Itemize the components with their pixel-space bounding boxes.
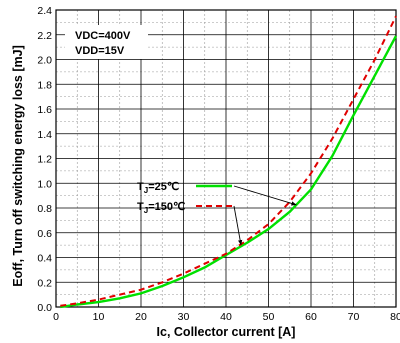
legend: TJ=25℃ TJ=150℃ — [137, 181, 297, 246]
y-tick-labels: 0.0 0.2 0.4 0.6 0.8 1.0 1.2 1.4 1.6 1.8 2.0 2.2 2.4 — [37, 5, 52, 314]
x-tick-label: 20 — [135, 311, 147, 323]
x-tick-label: 0 — [53, 311, 59, 323]
series-layer — [60, 15, 398, 309]
x-tick-label: 10 — [93, 311, 105, 323]
x-tick-label: 40 — [220, 311, 232, 323]
condition-vdd: VDD=15V — [75, 45, 125, 57]
x-tick-label: 50 — [263, 311, 275, 323]
y-tick-label: 0.6 — [37, 228, 52, 240]
y-tick-label: 0.4 — [37, 253, 52, 265]
legend-label-0: TJ=25℃ — [137, 181, 179, 195]
y-axis-title: Eoff, Turn off switching energy loss [mJ… — [11, 45, 25, 286]
y-tick-label: 1.6 — [37, 104, 52, 116]
y-tick-label: 0.8 — [37, 203, 52, 215]
x-tick-label: 60 — [305, 311, 317, 323]
legend-label-1: TJ=150℃ — [137, 201, 185, 215]
x-axis-title: Ic, Collector current [A] — [157, 325, 296, 339]
y-tick-label: 1.0 — [37, 178, 52, 190]
y-tick-label: 1.4 — [37, 129, 52, 141]
y-tick-label: 2.0 — [37, 55, 52, 67]
legend-leader-1 — [233, 205, 243, 246]
plot-frame — [55, 9, 397, 308]
y-tick-label: 0.0 — [37, 302, 52, 314]
conditions-box — [65, 25, 148, 59]
y-tick-label: 0.2 — [37, 277, 52, 289]
condition-vdc: VDC=400V — [75, 30, 131, 42]
series-line-0 — [60, 35, 398, 309]
x-tick-label: 80 — [390, 311, 400, 323]
y-tick-label: 2.4 — [37, 5, 52, 17]
y-tick-label: 2.2 — [37, 30, 52, 42]
y-tick-label: 1.2 — [37, 154, 52, 166]
legend-leader-0 — [233, 185, 297, 206]
x-tick-labels: 0 10 20 30 40 50 60 70 80 — [53, 311, 400, 323]
x-tick-label: 70 — [348, 311, 360, 323]
series-line-1 — [60, 15, 397, 307]
y-tick-label: 1.8 — [37, 79, 52, 91]
x-tick-label: 30 — [178, 311, 190, 323]
